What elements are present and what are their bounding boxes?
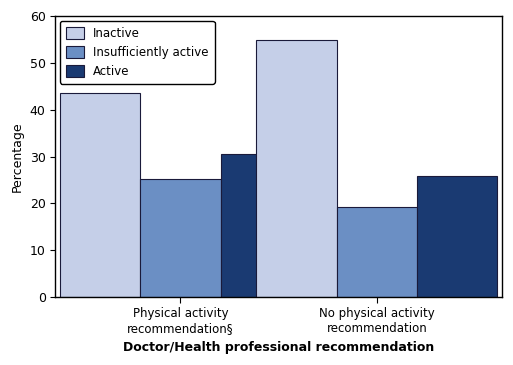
Bar (337, 207, 417, 297)
Bar (140, 179, 221, 297)
Bar (60, 93, 140, 297)
Bar (256, 41, 337, 297)
Bar (417, 176, 498, 297)
X-axis label: Doctor/Health professional recommendation: Doctor/Health professional recommendatio… (123, 341, 435, 354)
Y-axis label: Percentage: Percentage (11, 121, 24, 192)
Legend: Inactive, Insufficiently active, Active: Inactive, Insufficiently active, Active (60, 21, 214, 84)
Bar (221, 154, 301, 297)
